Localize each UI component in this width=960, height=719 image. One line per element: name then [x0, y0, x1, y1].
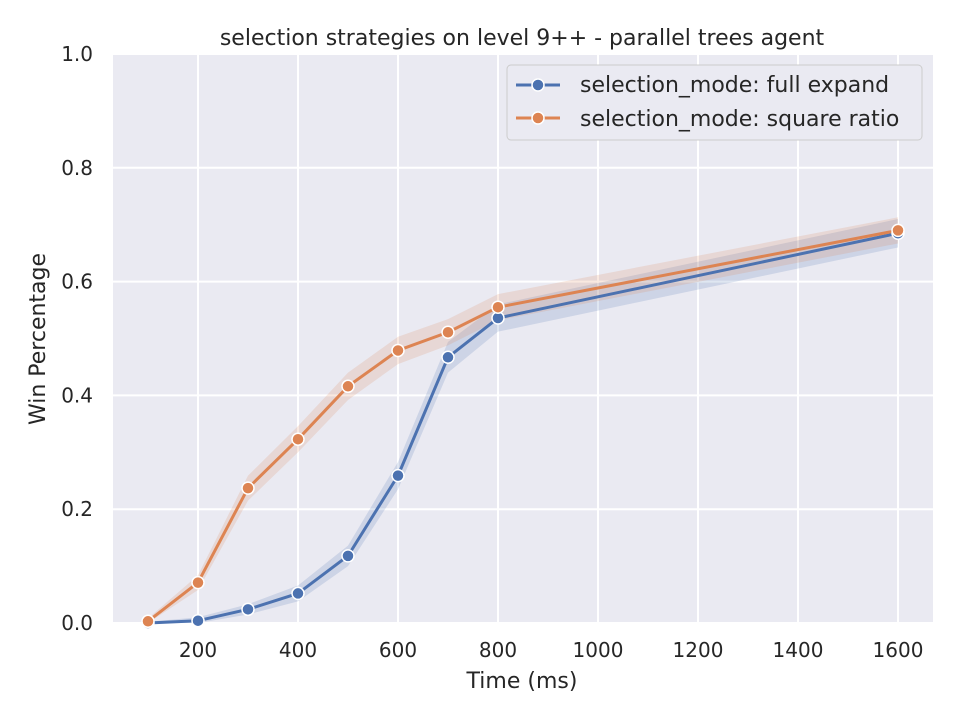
x-tick-label: 1400 — [773, 638, 824, 662]
data-point-series-1 — [291, 432, 305, 446]
chart-title: selection strategies on level 9++ - para… — [220, 26, 825, 51]
x-tick-labels: 200 400 600 800 1000 1200 1400 1600 — [179, 638, 924, 662]
x-tick-label: 1200 — [673, 638, 724, 662]
data-point-series-1 — [491, 300, 505, 314]
y-tick-label: 0.8 — [61, 156, 93, 180]
data-point-series-1 — [441, 325, 455, 339]
legend-box — [506, 64, 923, 141]
grid-lines — [113, 53, 933, 624]
x-tick-label: 400 — [279, 638, 317, 662]
confidence-band-series-1 — [148, 217, 898, 624]
y-tick-label: 0.6 — [61, 270, 93, 294]
data-point-series-1 — [391, 343, 405, 358]
legend-marker-square-ratio — [531, 111, 545, 125]
x-tick-label: 1600 — [873, 638, 924, 662]
x-tick-label: 200 — [179, 638, 217, 662]
data-point-series-1 — [141, 614, 155, 629]
confidence-band-series-0 — [148, 219, 898, 623]
y-tick-label: 0.2 — [61, 497, 93, 521]
legend-label-square-ratio: selection_mode: square ratio — [580, 107, 899, 132]
data-point-series-0 — [291, 586, 305, 601]
legend-marker-full-expand — [531, 78, 545, 92]
legend-entry: selection_mode: square ratio — [516, 107, 899, 132]
data-point-series-1 — [241, 481, 255, 495]
y-tick-labels: 0.0 0.2 0.4 0.6 0.8 1.0 — [61, 42, 93, 635]
data-point-series-1 — [341, 379, 355, 394]
plot-area — [113, 54, 933, 623]
data-point-series-0 — [191, 613, 205, 628]
data-point-series-0 — [241, 602, 255, 617]
data-point-series-0 — [341, 549, 355, 563]
data-point-series-0 — [441, 350, 455, 365]
y-tick-label: 0.4 — [61, 383, 93, 407]
data-point-series-1 — [891, 223, 905, 238]
series-points — [141, 223, 905, 630]
x-tick-label: 600 — [379, 638, 417, 662]
legend: selection_mode: full expand selection_mo… — [506, 64, 923, 141]
data-point-series-0 — [391, 468, 405, 483]
x-axis-label: Time (ms) — [466, 669, 578, 694]
x-tick-label: 1000 — [573, 638, 624, 662]
y-axis-label: Win Percentage — [26, 253, 51, 425]
legend-entry: selection_mode: full expand — [516, 73, 889, 98]
y-tick-label: 1.0 — [61, 42, 93, 66]
legend-label-full-expand: selection_mode: full expand — [580, 73, 889, 98]
x-tick-label: 800 — [479, 638, 517, 662]
y-tick-label: 0.0 — [61, 611, 93, 635]
data-point-series-1 — [191, 575, 205, 590]
confidence-bands — [148, 217, 898, 624]
